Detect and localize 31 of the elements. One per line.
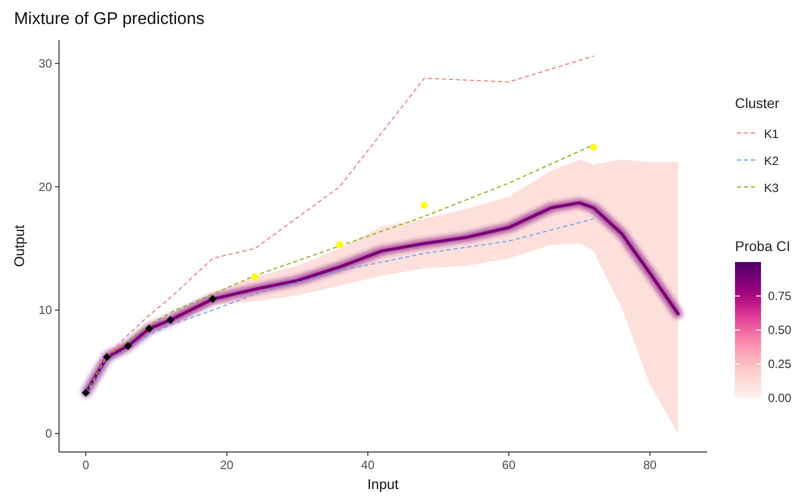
x-tick-label: 60 <box>502 458 516 472</box>
point <box>590 144 597 151</box>
point <box>102 353 111 362</box>
point <box>124 342 132 350</box>
x-tick-label: 80 <box>643 458 657 472</box>
point <box>252 273 259 280</box>
color-bar-label: 0.50 <box>768 323 792 337</box>
legend-label: K2 <box>764 154 780 168</box>
y-tick-label: 20 <box>38 180 52 194</box>
x-tick-label: 0 <box>82 458 90 472</box>
y-axis-title: Output <box>11 224 27 268</box>
y-tick-label: 0 <box>45 426 52 440</box>
color-bar-label: 0.25 <box>768 357 792 371</box>
x-tick-label: 20 <box>220 458 234 472</box>
color-bar-label: 0.00 <box>768 391 792 405</box>
color-bar-label: 0.75 <box>768 289 792 303</box>
point <box>420 202 428 209</box>
legend-label: K1 <box>764 127 780 141</box>
y-tick-label: 30 <box>38 56 52 70</box>
point <box>145 324 154 333</box>
point <box>82 388 90 397</box>
x-tick-label: 40 <box>361 458 375 472</box>
point <box>166 316 174 324</box>
point <box>336 241 344 248</box>
point <box>208 295 217 304</box>
x-axis-title: Input <box>367 476 399 492</box>
chart-title: Mixture of GP predictions <box>14 9 205 28</box>
color-bar-title: Proba CI <box>735 238 790 254</box>
y-tick-label: 10 <box>38 303 52 318</box>
legend-label: K3 <box>764 181 780 195</box>
legend-title: Cluster <box>735 95 780 111</box>
